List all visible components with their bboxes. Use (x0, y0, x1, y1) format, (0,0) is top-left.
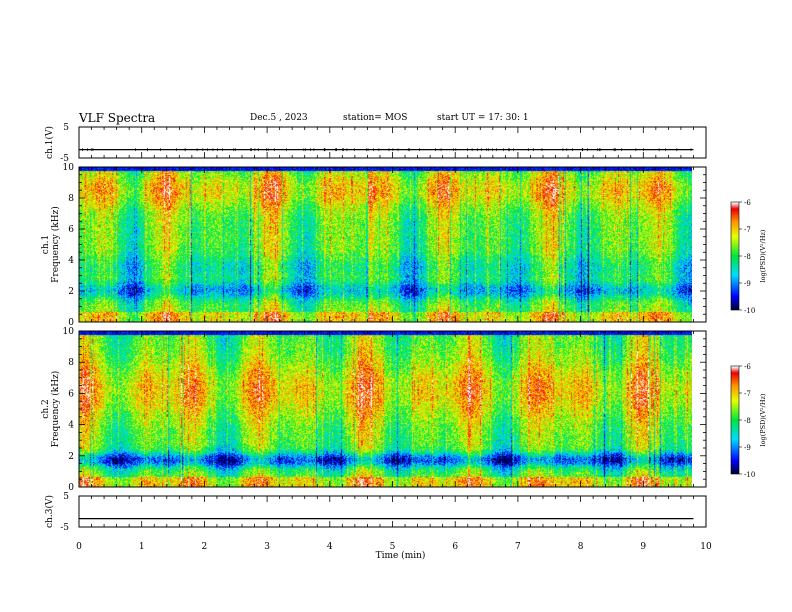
y-tick-label: 5 (63, 492, 69, 502)
colorbar-tick-label: -9 (744, 444, 751, 452)
x-tick-label: 3 (264, 542, 270, 552)
colorbar-tick-label: -7 (744, 226, 751, 234)
x-tick-label: 1 (139, 542, 145, 552)
colorbar-tick-label: -7 (744, 390, 751, 398)
ch1-spectrogram-frame (78, 166, 707, 323)
colorbar-tick-label: -8 (744, 417, 751, 425)
x-tick-label: 8 (578, 542, 584, 552)
y-axis-label-channel: ch.2 (41, 399, 51, 418)
y-axis-label-voltage: ch.1(V) (44, 126, 55, 159)
start-time-label: start UT = 17: 30: 1 (437, 113, 529, 123)
colorbar-tick-label: -10 (744, 471, 755, 479)
y-tick-label: 8 (68, 358, 74, 368)
x-axis-label: Time (min) (376, 550, 426, 561)
x-tick-label: 7 (515, 542, 521, 552)
colorbar-tick-label: -10 (744, 307, 755, 315)
colorbar-tick-label: -6 (744, 199, 751, 207)
y-tick-label: 2 (68, 287, 74, 297)
x-tick-label: 9 (640, 542, 646, 552)
y-tick-label: 8 (68, 194, 74, 204)
x-tick-label: 10 (700, 542, 712, 552)
chart-title: VLF Spectra (79, 111, 156, 125)
y-tick-label: 6 (68, 389, 74, 399)
y-tick-label: 6 (68, 225, 74, 235)
x-tick-label: 6 (452, 542, 458, 552)
colorbar-label: log(PSD)(V²/Hz) (759, 393, 767, 446)
y-axis-label-frequency: Frequency (kHz) (50, 371, 61, 448)
x-tick-label: 4 (327, 542, 333, 552)
y-tick-label: 10 (63, 327, 75, 337)
y-tick-label: -5 (60, 154, 69, 164)
y-tick-label: 10 (63, 163, 75, 173)
ch3-voltage-frame (78, 495, 707, 528)
y-axis-label-voltage: ch.3(V) (44, 495, 55, 528)
x-tick-label: 0 (76, 542, 82, 552)
y-tick-label: 0 (68, 318, 74, 328)
y-tick-label: 4 (68, 421, 74, 431)
station-label: station= MOS (343, 113, 408, 123)
y-tick-label: 0 (68, 483, 74, 493)
colorbar-image (731, 202, 739, 310)
date-label: Dec.5 , 2023 (250, 113, 308, 123)
x-tick-label: 5 (390, 542, 396, 552)
ch2-spectrogram-frame (78, 330, 707, 488)
y-tick-label: 5 (63, 123, 69, 133)
colorbar-tick-label: -9 (744, 280, 751, 288)
colorbar-tick-label: -8 (744, 253, 751, 261)
colorbar-tick-label: -6 (744, 363, 751, 371)
y-axis-label-channel: ch.1 (41, 235, 51, 254)
colorbar-label: log(PSD)(V²/Hz) (759, 229, 767, 282)
y-tick-label: 2 (68, 452, 74, 462)
colorbar-image (731, 366, 739, 474)
x-tick-label: 2 (202, 542, 208, 552)
ch2-spectrogram-image (79, 331, 692, 487)
y-tick-label: -5 (60, 523, 69, 533)
y-axis-label-frequency: Frequency (kHz) (50, 206, 61, 283)
y-tick-label: 4 (68, 256, 74, 266)
ch1-spectrogram-image (79, 167, 692, 322)
ch1-voltage-frame (78, 126, 707, 159)
